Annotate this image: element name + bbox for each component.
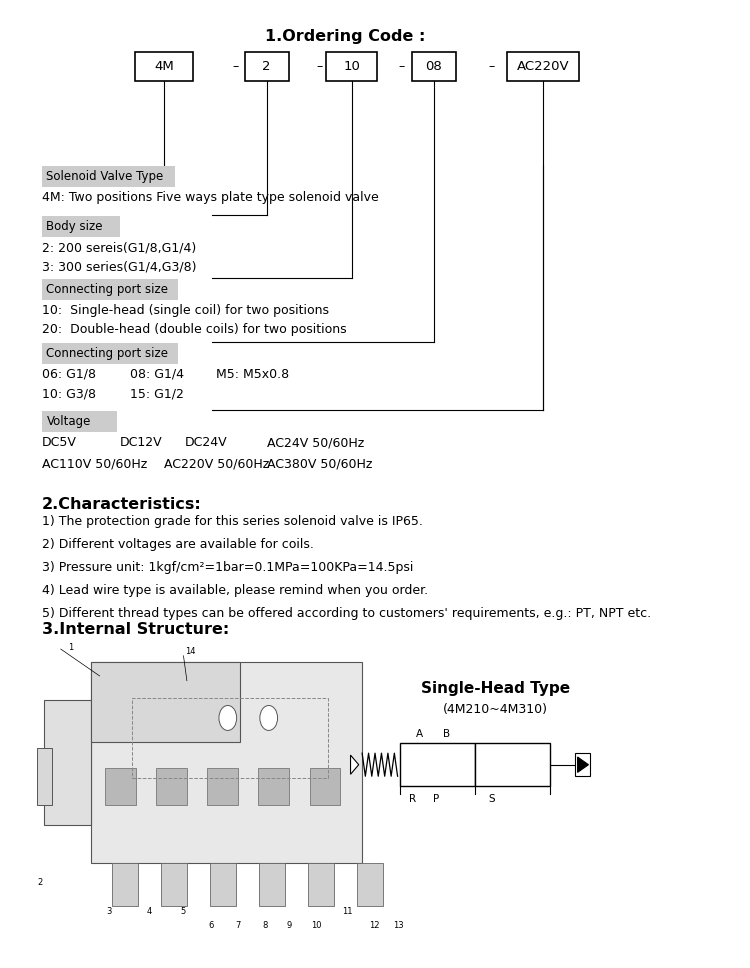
Text: Connecting port size: Connecting port size: [46, 347, 169, 360]
Text: 2: 200 sereis(G1/8,G1/4): 2: 200 sereis(G1/8,G1/4): [42, 241, 196, 255]
Bar: [92, 661, 240, 742]
Text: DC12V: DC12V: [120, 436, 163, 449]
Text: R: R: [410, 794, 416, 804]
Polygon shape: [350, 755, 358, 774]
Bar: [42, 166, 175, 188]
Bar: [37, 748, 52, 805]
Text: 2: 2: [262, 60, 271, 73]
Text: 5: 5: [181, 907, 186, 916]
Text: 10: 10: [344, 60, 360, 73]
Text: B: B: [442, 729, 450, 740]
Text: P: P: [433, 794, 439, 804]
Text: 3) Pressure unit: 1kgf/cm²=1bar=0.1MPa=100KPa=14.5psi: 3) Pressure unit: 1kgf/cm²=1bar=0.1MPa=1…: [42, 560, 413, 574]
Bar: [105, 769, 136, 804]
Text: Voltage: Voltage: [46, 415, 91, 428]
Text: 08: 08: [425, 60, 442, 73]
Text: 11: 11: [342, 907, 352, 916]
Text: Connecting port size: Connecting port size: [46, 283, 169, 295]
Text: 20:  Double-head (double coils) for two positions: 20: Double-head (double coils) for two p…: [42, 322, 346, 336]
Bar: [400, 743, 475, 786]
Bar: [44, 700, 92, 825]
Bar: [412, 52, 456, 81]
Text: –: –: [232, 60, 239, 73]
Text: 4M: Two positions Five ways plate type solenoid valve: 4M: Two positions Five ways plate type s…: [42, 192, 379, 204]
Text: AC24V 50/60Hz: AC24V 50/60Hz: [267, 436, 364, 449]
Text: –: –: [488, 60, 495, 73]
Bar: [310, 769, 340, 804]
Text: DC5V: DC5V: [42, 436, 76, 449]
Bar: [156, 769, 187, 804]
Text: DC24V: DC24V: [184, 436, 227, 449]
Text: 06: G1/8: 06: G1/8: [42, 368, 96, 380]
Bar: [42, 279, 178, 300]
Bar: [507, 52, 578, 81]
Text: 4M: 4M: [154, 60, 174, 73]
Bar: [136, 52, 194, 81]
Text: 3.Internal Structure:: 3.Internal Structure:: [42, 622, 229, 637]
Bar: [210, 863, 236, 906]
Text: 13: 13: [393, 921, 404, 930]
Text: 3: 3: [106, 907, 111, 916]
Bar: [161, 863, 187, 906]
Text: 1.Ordering Code :: 1.Ordering Code :: [265, 29, 425, 45]
Bar: [326, 52, 377, 81]
Text: S: S: [488, 794, 494, 804]
Bar: [260, 863, 285, 906]
Text: AC220V 50/60Hz: AC220V 50/60Hz: [164, 457, 270, 470]
Text: AC110V 50/60Hz: AC110V 50/60Hz: [42, 457, 147, 470]
Text: 1: 1: [68, 643, 74, 651]
Bar: [244, 52, 289, 81]
Bar: [92, 661, 362, 863]
Bar: [357, 863, 383, 906]
Text: 4) Lead wire type is available, please remind when you order.: 4) Lead wire type is available, please r…: [42, 584, 427, 597]
Text: 6: 6: [208, 921, 214, 930]
Text: 14: 14: [185, 648, 196, 656]
Text: 2.Characteristics:: 2.Characteristics:: [42, 498, 202, 512]
Text: 08: G1/4: 08: G1/4: [130, 368, 184, 380]
Bar: [42, 216, 120, 237]
Text: Solenoid Valve Type: Solenoid Valve Type: [46, 170, 164, 183]
Text: 8: 8: [262, 921, 268, 930]
Text: Single-Head Type: Single-Head Type: [421, 681, 570, 696]
Text: 10:  Single-head (single coil) for two positions: 10: Single-head (single coil) for two po…: [42, 304, 328, 317]
Bar: [574, 753, 590, 776]
Text: 7: 7: [236, 921, 241, 930]
Text: Body size: Body size: [46, 221, 103, 233]
Text: 2: 2: [38, 878, 43, 887]
Text: –: –: [316, 60, 323, 73]
Circle shape: [219, 706, 237, 731]
Bar: [259, 769, 290, 804]
Text: 15: G1/2: 15: G1/2: [130, 387, 184, 400]
Bar: [112, 863, 138, 906]
Text: 9: 9: [286, 921, 292, 930]
Text: AC220V: AC220V: [517, 60, 569, 73]
Bar: [42, 343, 178, 364]
Text: M5: M5x0.8: M5: M5x0.8: [215, 368, 289, 380]
Circle shape: [260, 706, 278, 731]
Bar: [207, 769, 238, 804]
Text: 1) The protection grade for this series solenoid valve is IP65.: 1) The protection grade for this series …: [42, 515, 422, 528]
Text: –: –: [398, 60, 405, 73]
Text: A: A: [416, 729, 423, 740]
Bar: [475, 743, 550, 786]
Text: (4M210~4M310): (4M210~4M310): [442, 703, 548, 715]
Text: 10: G3/8: 10: G3/8: [42, 387, 96, 400]
Text: AC380V 50/60Hz: AC380V 50/60Hz: [267, 457, 372, 470]
Polygon shape: [578, 757, 589, 772]
Text: 5) Different thread types can be offered according to customers' requirements, e: 5) Different thread types can be offered…: [42, 607, 651, 620]
Text: 3: 300 series(G1/4,G3/8): 3: 300 series(G1/4,G3/8): [42, 260, 196, 273]
Bar: [132, 698, 328, 778]
Text: 4: 4: [147, 907, 152, 916]
Bar: [42, 411, 117, 432]
Text: 2) Different voltages are available for coils.: 2) Different voltages are available for …: [42, 538, 314, 551]
Bar: [308, 863, 334, 906]
Text: 10: 10: [311, 921, 322, 930]
Text: 12: 12: [369, 921, 380, 930]
